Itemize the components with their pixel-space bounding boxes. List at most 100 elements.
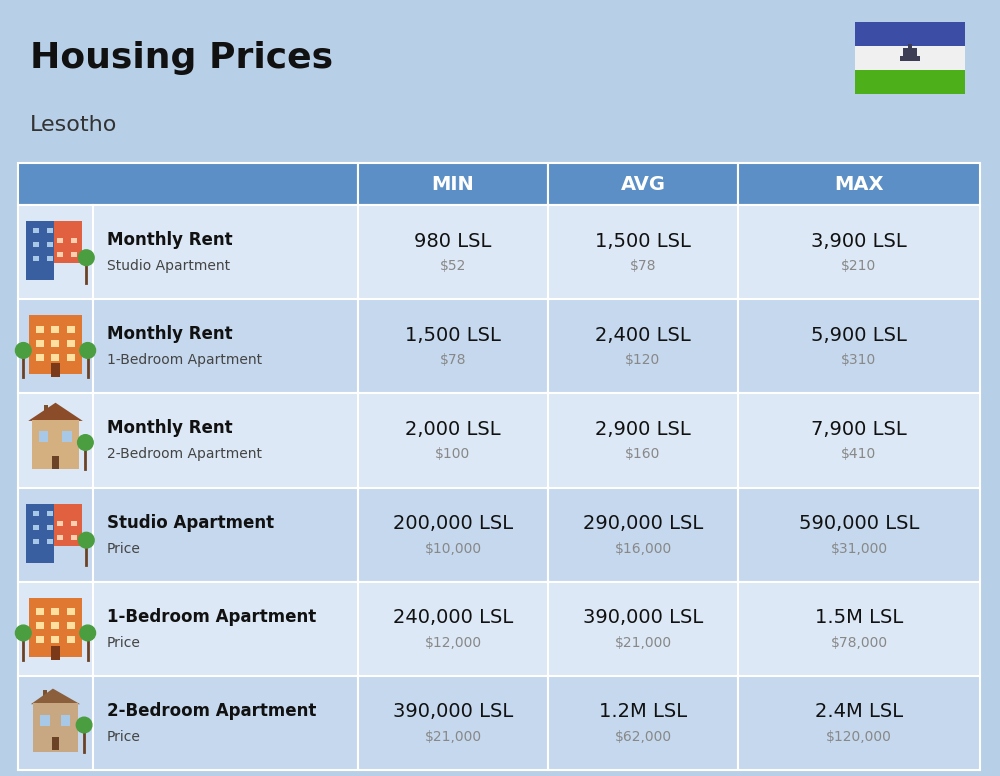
Bar [51,622,59,629]
Text: MAX: MAX [834,175,884,193]
Bar [26,221,54,280]
Bar [67,622,75,629]
Circle shape [80,343,96,359]
Bar [18,205,93,300]
Text: $16,000: $16,000 [614,542,672,556]
Bar [57,252,63,257]
Circle shape [76,717,92,733]
Text: 7,900 LSL: 7,900 LSL [811,420,907,439]
Bar [900,56,920,61]
Bar [738,300,980,393]
Bar [51,363,60,377]
Text: Price: Price [107,730,141,744]
Bar [548,300,738,393]
Text: Monthly Rent: Monthly Rent [107,325,233,343]
Text: 2.4M LSL: 2.4M LSL [815,702,903,722]
Bar [738,582,980,676]
Bar [738,487,980,582]
Bar [33,511,39,516]
Text: $78: $78 [440,353,466,367]
Bar [18,582,93,676]
Text: $78: $78 [630,259,656,273]
Circle shape [78,435,93,450]
Bar [51,636,59,643]
Text: 5,900 LSL: 5,900 LSL [811,326,907,345]
Bar [29,316,82,374]
Text: 3,900 LSL: 3,900 LSL [811,231,907,251]
Bar [36,608,44,615]
Bar [855,22,965,47]
Circle shape [80,625,96,641]
Bar [71,252,77,257]
Circle shape [78,250,94,265]
Bar [738,163,980,205]
Polygon shape [28,403,83,421]
Bar [67,354,75,361]
Bar [33,703,78,751]
Bar [33,525,39,530]
Bar [67,636,75,643]
Bar [71,521,77,525]
Bar [57,521,63,525]
Bar [52,737,59,750]
Bar [33,228,39,234]
Text: AVG: AVG [620,175,666,193]
Text: 1.2M LSL: 1.2M LSL [599,702,687,722]
Bar [93,393,358,487]
Bar [93,205,358,300]
Bar [93,487,358,582]
Bar [71,535,77,539]
Bar [57,535,63,539]
Bar [93,582,358,676]
Text: 1-Bedroom Apartment: 1-Bedroom Apartment [107,608,316,625]
Bar [36,636,44,643]
Bar [47,511,53,516]
Bar [47,228,53,234]
Bar [54,504,82,546]
Text: 1-Bedroom Apartment: 1-Bedroom Apartment [107,353,262,367]
Bar [36,340,44,347]
Text: $10,000: $10,000 [424,542,482,556]
Bar [54,221,82,263]
Circle shape [78,532,94,548]
Text: $12,000: $12,000 [424,636,482,650]
Text: 290,000 LSL: 290,000 LSL [583,514,703,533]
Bar [67,608,75,615]
Text: 2-Bedroom Apartment: 2-Bedroom Apartment [107,448,262,462]
Bar [18,487,93,582]
Bar [57,238,63,243]
Bar [67,326,75,333]
Bar [44,405,48,418]
Text: $52: $52 [440,259,466,273]
Bar [903,48,917,58]
Bar [548,205,738,300]
Text: 590,000 LSL: 590,000 LSL [799,514,919,533]
Bar [62,431,72,442]
Bar [93,676,358,770]
Circle shape [15,625,31,641]
Text: Monthly Rent: Monthly Rent [107,231,233,249]
Bar [67,340,75,347]
Text: $31,000: $31,000 [830,542,888,556]
Bar [52,456,59,469]
Text: 2,900 LSL: 2,900 LSL [595,420,691,439]
Bar [548,582,738,676]
Bar [32,420,79,469]
Bar [51,646,60,660]
Bar [358,393,548,487]
Text: $210: $210 [841,259,877,273]
Bar [738,205,980,300]
Polygon shape [31,688,80,704]
Bar [40,715,50,726]
Text: 2,400 LSL: 2,400 LSL [595,326,691,345]
Bar [33,539,39,544]
Text: $310: $310 [841,353,877,367]
Text: 1.5M LSL: 1.5M LSL [815,608,903,627]
Text: $21,000: $21,000 [614,636,672,650]
Text: $78,000: $78,000 [830,636,888,650]
Bar [18,163,358,205]
Bar [18,300,93,393]
Text: $21,000: $21,000 [424,730,482,744]
Text: 390,000 LSL: 390,000 LSL [393,702,513,722]
Text: 2,000 LSL: 2,000 LSL [405,420,501,439]
